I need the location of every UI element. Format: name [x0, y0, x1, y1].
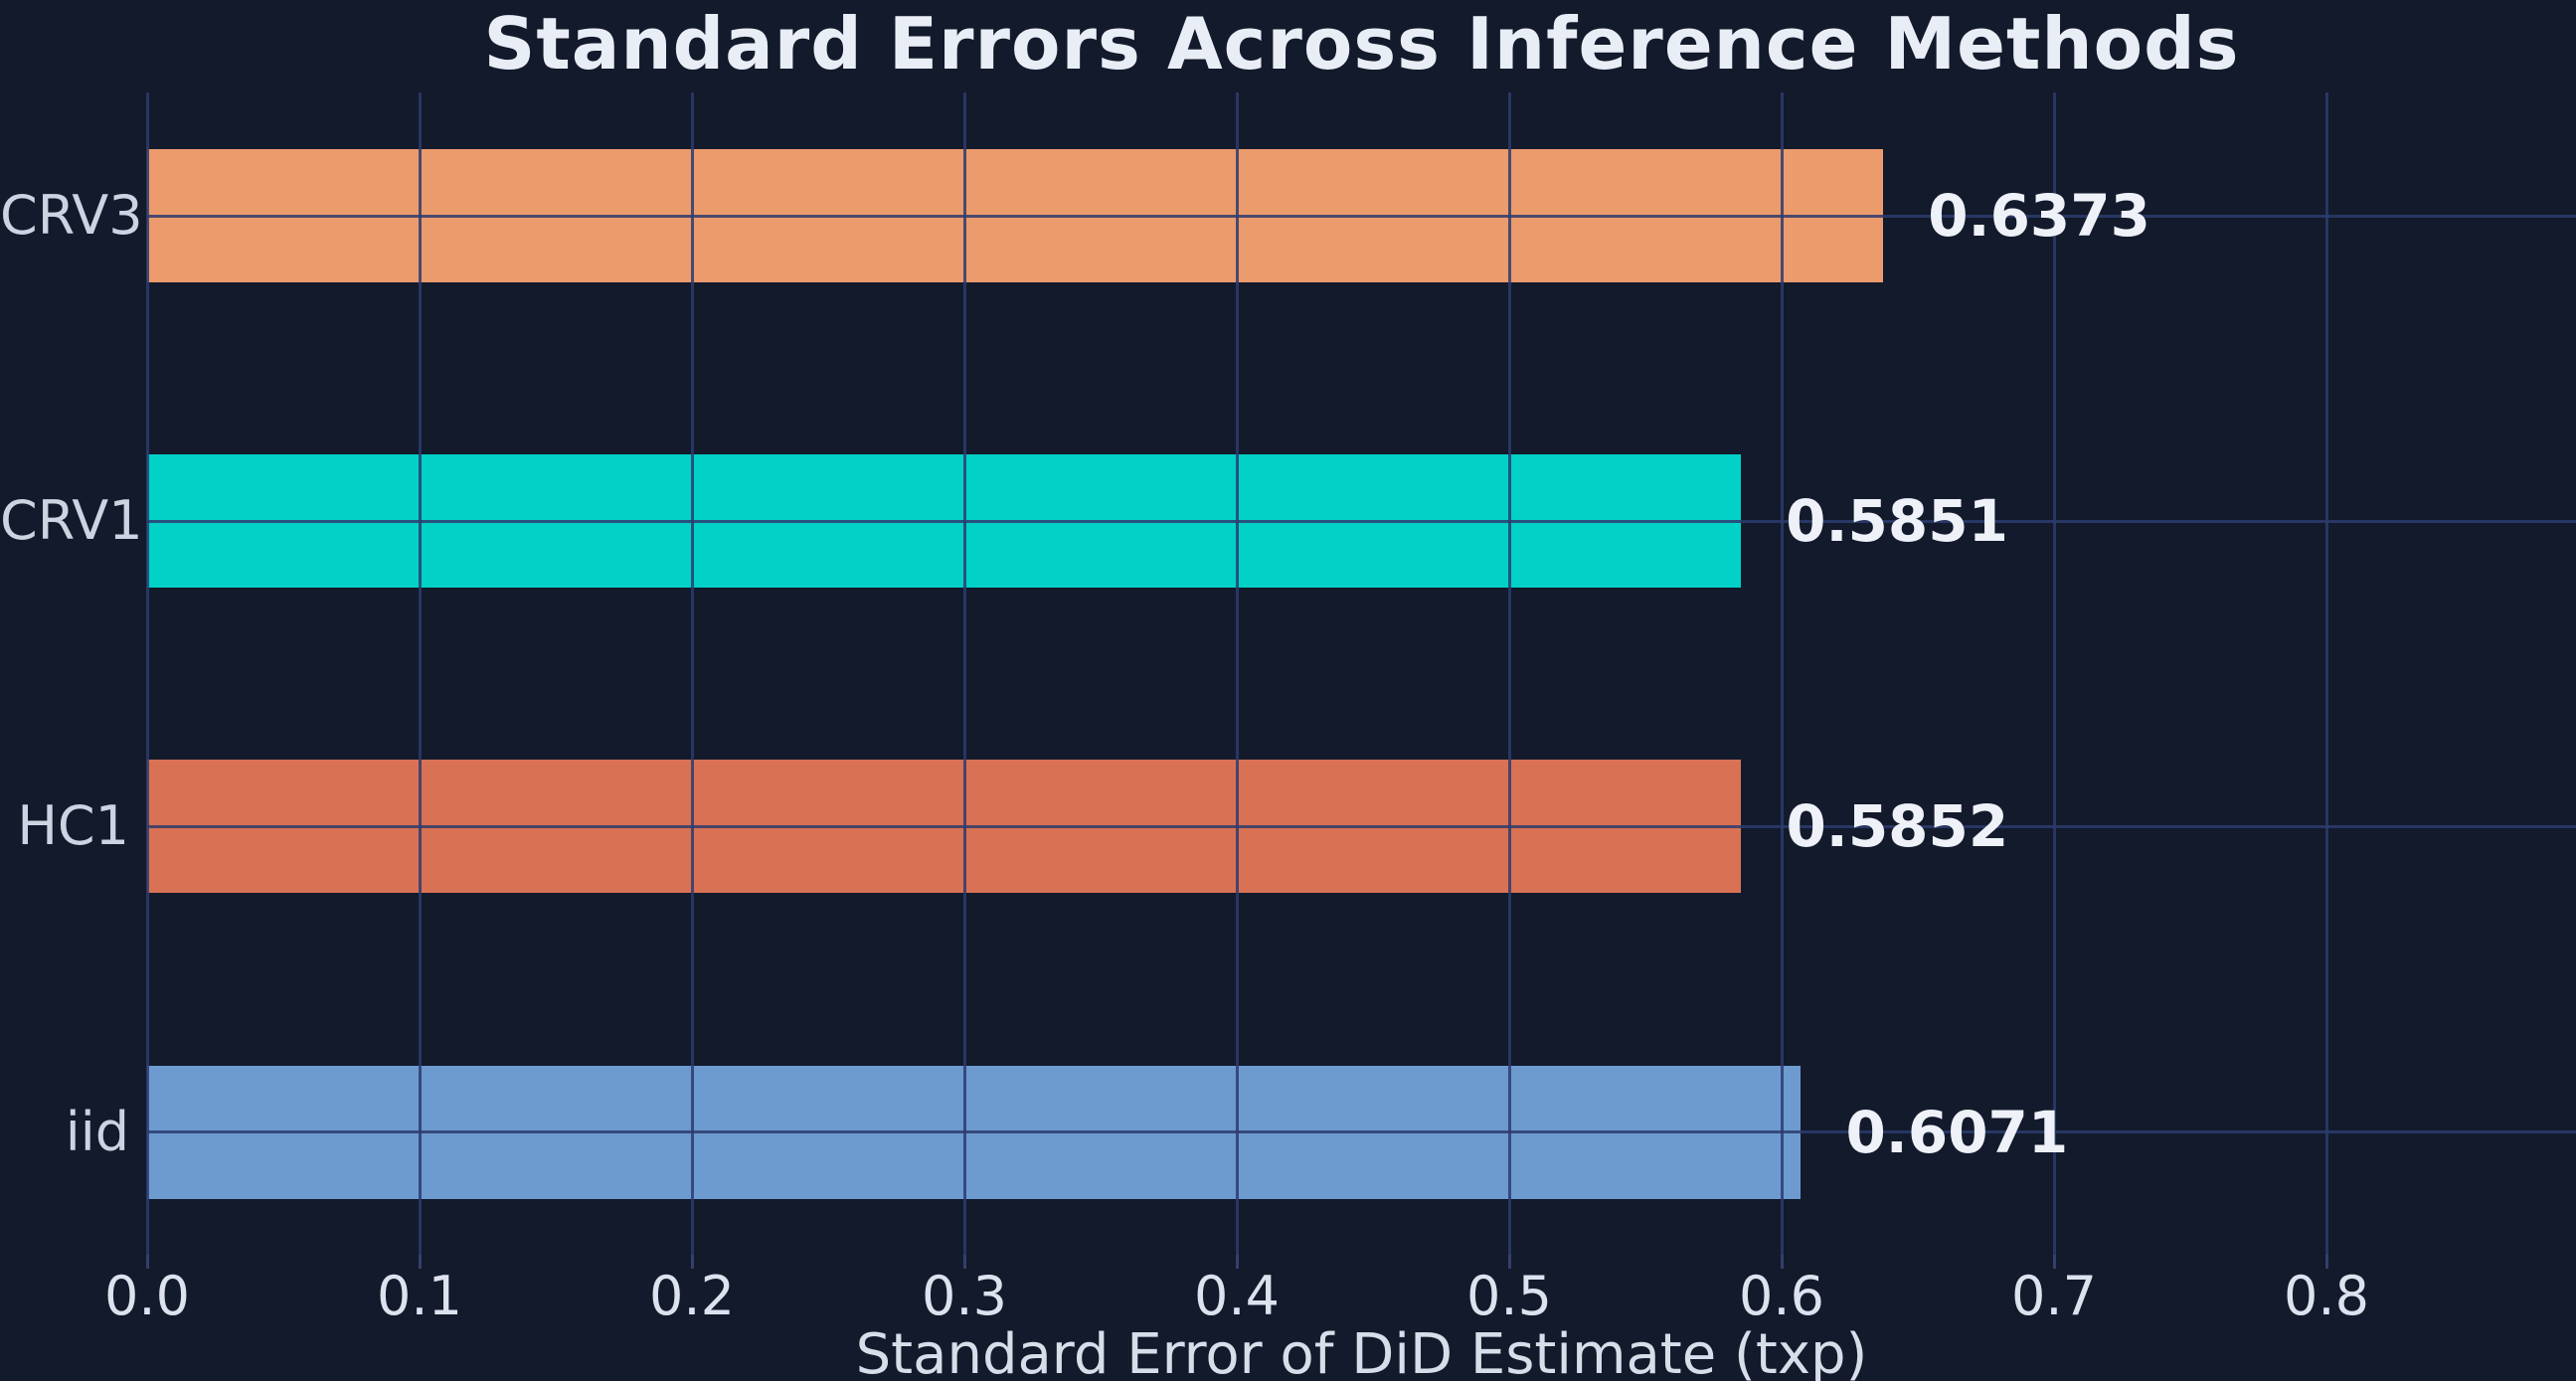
gridline-horizontal: [147, 214, 2576, 218]
x-tick-mark: [690, 1255, 694, 1269]
x-tick-mark: [2052, 1255, 2056, 1269]
x-tick-label: 0.5: [1466, 1265, 1552, 1327]
bar-value-label: 0.6373: [1928, 182, 2151, 250]
y-tick-label-crv1: CRV1: [0, 489, 143, 553]
gridline-vertical: [962, 92, 966, 1255]
x-tick-mark: [962, 1255, 966, 1269]
bar-value-label: 0.5852: [1786, 792, 2009, 861]
x-tick-mark: [1235, 1255, 1239, 1269]
gridline-vertical: [145, 92, 149, 1255]
y-tick-label-iid: iid: [65, 1100, 129, 1163]
x-tick-label: 0.6: [1739, 1265, 1824, 1327]
x-tick-mark: [1780, 1255, 1784, 1269]
gridline-vertical: [2052, 92, 2056, 1255]
x-tick-label: 0.4: [1194, 1265, 1280, 1327]
x-tick-label: 0.3: [922, 1265, 1007, 1327]
x-tick-label: 0.8: [2284, 1265, 2369, 1327]
x-tick-mark: [418, 1255, 422, 1269]
x-tick-label: 0.7: [2011, 1265, 2097, 1327]
gridline-vertical: [690, 92, 694, 1255]
gridline-vertical: [1780, 92, 1784, 1255]
x-tick-label: 0.1: [377, 1265, 462, 1327]
bar-value-label: 0.5851: [1786, 487, 2008, 556]
gridline-horizontal: [147, 824, 2576, 828]
gridline-horizontal: [147, 519, 2576, 523]
gridline-vertical: [418, 92, 422, 1255]
bar-value-label: 0.6071: [1845, 1098, 2069, 1166]
y-tick-label-crv3: CRV3: [0, 184, 143, 247]
x-tick-mark: [1507, 1255, 1511, 1269]
x-axis-label: Standard Error of DiD Estimate (txp): [855, 1322, 1868, 1381]
x-tick-mark: [2324, 1255, 2328, 1269]
x-tick-label: 0.2: [649, 1265, 735, 1327]
gridline-vertical: [1507, 92, 1511, 1255]
gridline-horizontal: [147, 1130, 2576, 1133]
y-tick-label-hc1: HC1: [17, 794, 129, 858]
gridline-vertical: [2324, 92, 2328, 1255]
chart-title: Standard Errors Across Inference Methods: [483, 2, 2240, 86]
gridline-vertical: [1235, 92, 1239, 1255]
x-tick-label: 0.0: [104, 1265, 190, 1327]
x-tick-mark: [145, 1255, 149, 1269]
